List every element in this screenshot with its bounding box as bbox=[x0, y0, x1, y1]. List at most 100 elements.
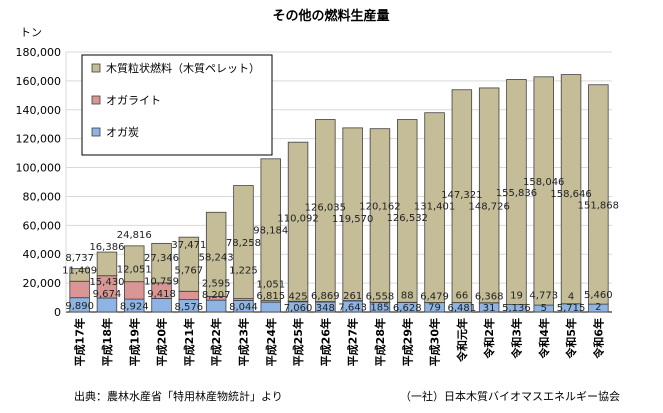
data-label: 5,767 bbox=[175, 265, 204, 276]
legend-swatch bbox=[91, 95, 101, 105]
data-label: 126,532 bbox=[387, 213, 428, 224]
x-tick-label: 平成27年 bbox=[346, 318, 360, 366]
bar-2 bbox=[178, 236, 200, 292]
data-label: 88 bbox=[401, 290, 414, 301]
bar-0 bbox=[260, 301, 281, 313]
data-label: 1,051 bbox=[256, 279, 285, 290]
y-tick-label: 80,000 bbox=[23, 190, 62, 203]
x-tick-label: 平成20年 bbox=[155, 318, 169, 366]
data-label: 79 bbox=[428, 303, 441, 314]
x-tick-label: 平成29年 bbox=[400, 318, 414, 366]
y-tick-label: 140,000 bbox=[16, 104, 62, 117]
data-label: 151,868 bbox=[578, 200, 619, 211]
data-label: 425 bbox=[289, 291, 308, 302]
data-label: 2,595 bbox=[202, 278, 231, 289]
data-label: 11,409 bbox=[62, 265, 97, 276]
y-tick-label: 40,000 bbox=[23, 248, 62, 261]
data-label: 6,815 bbox=[256, 291, 285, 302]
data-label: 6,869 bbox=[311, 291, 340, 302]
data-label: 12,051 bbox=[117, 264, 152, 275]
data-label: 5,460 bbox=[584, 290, 613, 301]
y-tick-label: 180,000 bbox=[16, 46, 62, 59]
data-label: 147,321 bbox=[441, 190, 482, 201]
data-label: 5,136 bbox=[502, 303, 531, 314]
legend-label: 木質粒状燃料（木質ペレット） bbox=[106, 61, 260, 75]
x-tick-label: 令和5年 bbox=[564, 318, 578, 360]
data-label: 8,044 bbox=[229, 302, 258, 313]
data-label: 9,890 bbox=[65, 301, 94, 312]
data-label: 66 bbox=[455, 291, 468, 302]
y-tick-label: 60,000 bbox=[23, 219, 62, 232]
data-label: 185 bbox=[370, 302, 389, 313]
legend-swatch bbox=[91, 63, 101, 73]
bar-0 bbox=[205, 299, 227, 313]
data-label: 8,924 bbox=[120, 302, 149, 313]
data-label: 5,715 bbox=[557, 303, 586, 314]
data-label: 261 bbox=[343, 291, 362, 302]
bar-2 bbox=[397, 119, 418, 303]
legend-box bbox=[81, 54, 273, 156]
x-tick-label: 平成26年 bbox=[318, 318, 332, 366]
x-tick-label: 平成17年 bbox=[73, 318, 87, 366]
data-label: 15,430 bbox=[89, 277, 124, 288]
data-label: 1,225 bbox=[229, 265, 258, 276]
x-tick-label: 平成21年 bbox=[182, 318, 196, 366]
legend-label: オガ炭 bbox=[106, 126, 139, 139]
data-label: 7,060 bbox=[284, 303, 313, 314]
data-label: 110,092 bbox=[277, 214, 318, 225]
x-tick-label: 平成30年 bbox=[428, 318, 442, 366]
data-label: 348 bbox=[316, 303, 335, 314]
y-tick-label: 100,000 bbox=[16, 162, 62, 175]
bar-0 bbox=[151, 297, 172, 313]
bar-1 bbox=[69, 280, 90, 299]
data-label: 19 bbox=[510, 291, 523, 302]
data-label: 9,674 bbox=[93, 289, 122, 300]
bar-1 bbox=[178, 290, 200, 301]
data-label: 6,481 bbox=[448, 303, 477, 314]
data-label: 158,646 bbox=[550, 189, 591, 200]
credit-note: （一社）日本木質バイオマスエネルギー協会 bbox=[400, 390, 620, 403]
x-tick-label: 令和4年 bbox=[537, 318, 551, 360]
legend-label: オガライト bbox=[106, 94, 161, 107]
bar-1 bbox=[124, 281, 145, 300]
y-tick-label: 120,000 bbox=[16, 133, 62, 146]
data-label: 16,386 bbox=[89, 242, 124, 253]
data-label: 58,243 bbox=[199, 252, 234, 263]
bar-0 bbox=[96, 297, 118, 313]
data-label: 158,046 bbox=[523, 177, 564, 188]
x-tick-label: 平成19年 bbox=[127, 318, 141, 366]
data-label: 27,346 bbox=[144, 253, 179, 264]
data-label: 10,759 bbox=[144, 277, 179, 288]
data-label: 119,570 bbox=[332, 214, 373, 225]
data-label: 7,643 bbox=[338, 302, 367, 313]
bar-2 bbox=[69, 268, 90, 282]
data-label: 9,418 bbox=[147, 289, 176, 300]
bar-2 bbox=[560, 74, 582, 305]
bar-2 bbox=[233, 185, 254, 300]
bar-2 bbox=[151, 242, 172, 284]
data-label: 2 bbox=[595, 302, 601, 313]
data-label: 8,576 bbox=[175, 302, 204, 313]
bar-2 bbox=[478, 87, 500, 304]
bar-2 bbox=[205, 211, 227, 297]
x-tick-label: 令和3年 bbox=[509, 318, 523, 360]
x-tick-label: 平成24年 bbox=[264, 318, 278, 366]
data-label: 37,471 bbox=[171, 240, 206, 251]
bar-2 bbox=[506, 79, 527, 305]
data-label: 78,258 bbox=[226, 238, 261, 249]
bar-2 bbox=[260, 158, 281, 302]
bar-2 bbox=[315, 119, 336, 302]
x-tick-label: 平成18年 bbox=[100, 318, 114, 366]
bar-2 bbox=[342, 127, 363, 301]
y-axis-label: トン bbox=[20, 26, 42, 39]
bar-2 bbox=[451, 89, 473, 303]
data-label: 126,035 bbox=[305, 203, 346, 214]
bar-2 bbox=[533, 76, 554, 306]
data-label: 148,726 bbox=[468, 201, 509, 212]
y-tick-label: 160,000 bbox=[16, 75, 62, 88]
y-tick-label: 0 bbox=[54, 306, 61, 319]
x-tick-label: 令和元年 bbox=[455, 318, 469, 363]
data-label: 4,773 bbox=[529, 291, 558, 302]
